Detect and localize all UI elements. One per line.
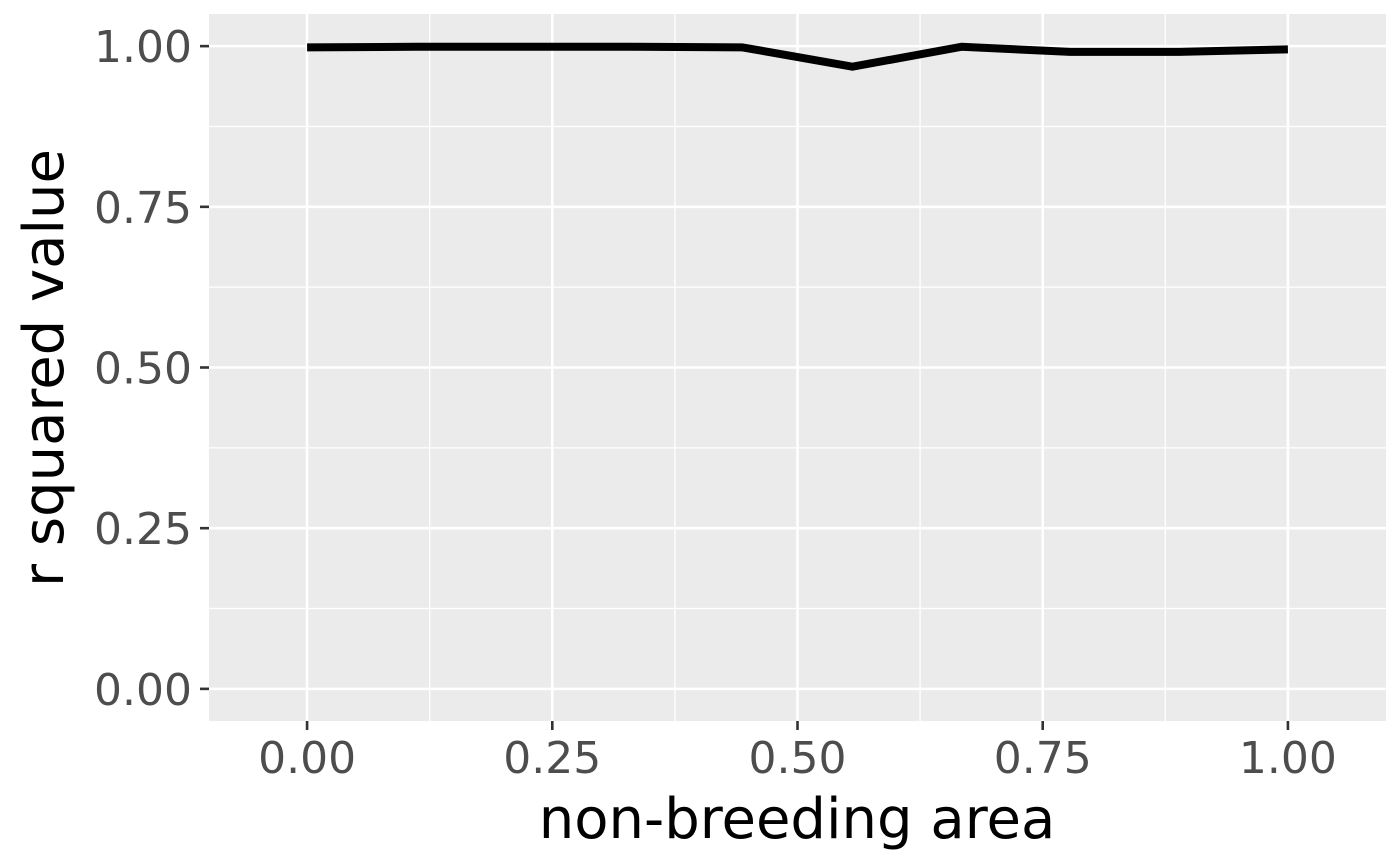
x-tick-label: 0.00 (258, 733, 356, 784)
y-tick-label: 0.00 (94, 665, 192, 716)
series-line (307, 42, 1288, 71)
y-axis-title: r squared value (12, 149, 77, 587)
x-tick-label: 0.25 (503, 733, 601, 784)
x-tick-label: 1.00 (1239, 733, 1337, 784)
x-axis-title: non-breeding area (539, 787, 1056, 852)
series-layer (307, 42, 1288, 71)
y-tick-label: 1.00 (94, 22, 192, 73)
x-tick-label: 0.75 (994, 733, 1092, 784)
y-tick-label: 0.25 (94, 504, 192, 555)
y-tick-label: 0.50 (94, 344, 192, 395)
axis-ticks (200, 44, 1290, 730)
y-tick-label: 0.75 (94, 183, 192, 234)
x-tick-label: 0.50 (749, 733, 847, 784)
tick-labels: 0.00 0.25 0.50 0.75 1.00 0.00 0.25 0.50 0.75 1.00 (94, 22, 1337, 784)
